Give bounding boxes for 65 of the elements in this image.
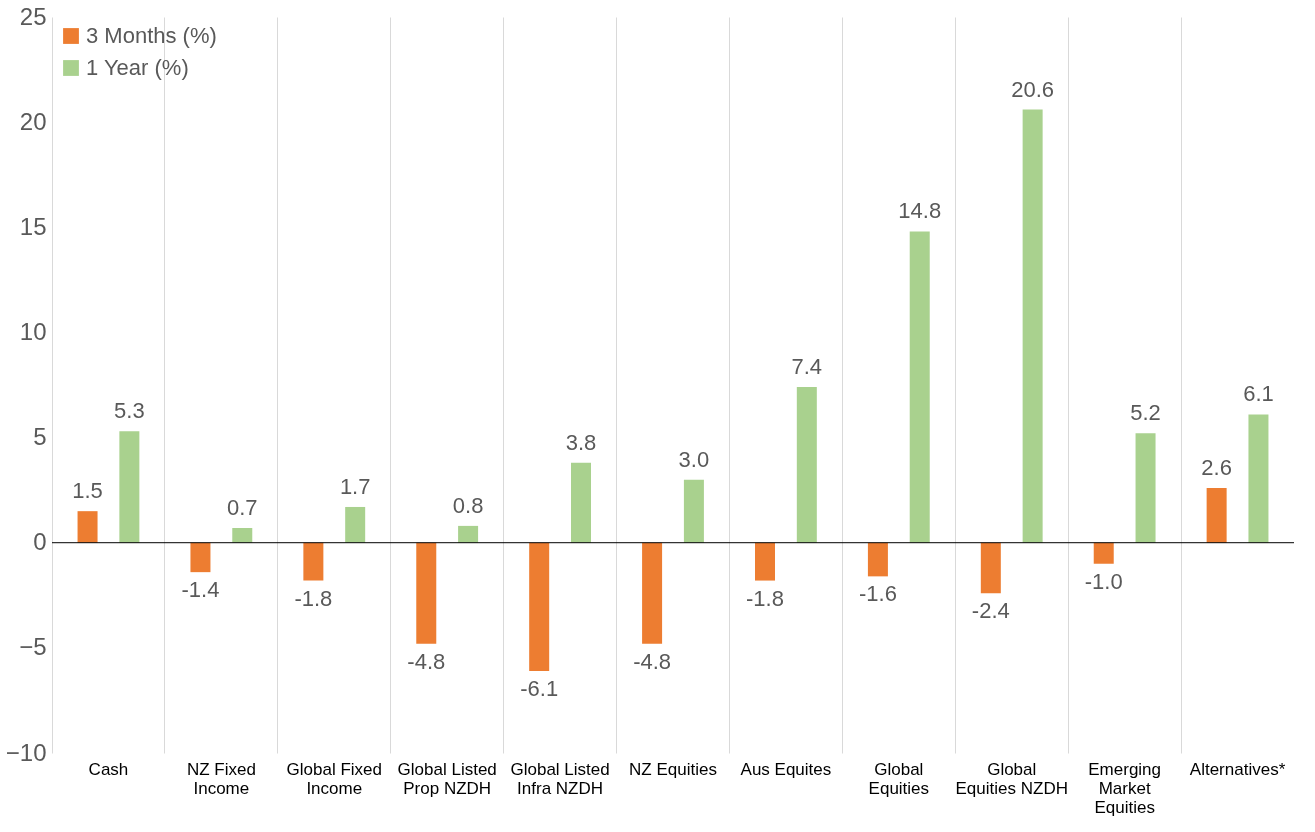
- bar: [345, 506, 366, 543]
- bar: [867, 542, 888, 577]
- data-label: 5.3: [114, 398, 145, 424]
- bar: [1022, 109, 1043, 543]
- data-label: -1.0: [1084, 568, 1123, 594]
- data-label: 7.4: [791, 354, 823, 380]
- bar: [458, 525, 479, 543]
- bar: [642, 542, 663, 644]
- y-tick-label: 25: [19, 2, 47, 30]
- data-label: 20.6: [1011, 76, 1055, 102]
- data-label: 3.0: [678, 446, 710, 472]
- data-label: -4.8: [633, 648, 672, 674]
- y-tick-label: −10: [5, 738, 47, 766]
- data-label: 0.7: [226, 494, 258, 520]
- x-tick-label: Global Fixed Income: [286, 759, 382, 798]
- bar: [571, 462, 591, 543]
- bar: [909, 231, 930, 543]
- bar: [755, 542, 775, 581]
- data-label: 2.6: [1201, 455, 1232, 481]
- data-label: 3.8: [565, 429, 597, 455]
- x-tick-label: NZ Equities: [629, 759, 717, 779]
- bar: [190, 542, 211, 573]
- bar: [232, 527, 253, 543]
- bar: [1206, 488, 1227, 543]
- data-label: 6.1: [1243, 381, 1274, 407]
- y-tick-label: 10: [19, 317, 47, 345]
- data-label: 5.2: [1130, 400, 1161, 426]
- data-label: -1.8: [294, 585, 333, 611]
- x-tick-label: Emerging Market Equities: [1088, 759, 1162, 817]
- data-label: 0.8: [452, 492, 484, 518]
- x-tick-label: Cash: [88, 759, 129, 779]
- data-label: -1.6: [858, 581, 897, 607]
- bar: [1093, 542, 1114, 564]
- x-tick-label: Global Listed Prop NZDH: [397, 759, 497, 798]
- bar: [1248, 414, 1269, 543]
- legend-label: 3 Months (%): [86, 23, 217, 48]
- data-label: -1.8: [746, 585, 784, 611]
- data-label: -2.4: [971, 598, 1010, 624]
- x-tick-label: Global Equities: [868, 759, 930, 798]
- x-tick-label: Alternatives*: [1189, 759, 1286, 779]
- bar: [980, 542, 1001, 594]
- bar: [119, 431, 140, 543]
- x-tick-label: Aus Equites: [740, 759, 832, 779]
- y-tick-label: 0: [33, 528, 47, 556]
- y-tick-label: 5: [33, 423, 47, 451]
- x-tick-label: Global Equities NZDH: [955, 759, 1068, 798]
- bar: [77, 511, 98, 543]
- data-label: -6.1: [520, 675, 559, 701]
- bar: [796, 387, 817, 543]
- bar: [529, 542, 550, 671]
- x-tick-label: NZ Fixed Income: [186, 759, 256, 798]
- data-label: 1.7: [339, 473, 371, 499]
- bar: [683, 479, 704, 543]
- bar: [303, 542, 324, 581]
- y-tick-label: 20: [19, 107, 47, 135]
- data-label: -1.4: [181, 577, 220, 603]
- x-tick-label: Global Listed Infra NZDH: [510, 759, 610, 798]
- data-label: 1.5: [72, 478, 103, 504]
- data-label: -4.8: [407, 648, 446, 674]
- y-tick-label: 15: [19, 212, 47, 240]
- bar: [416, 542, 437, 644]
- y-tick-label: −5: [19, 633, 47, 661]
- bar: [1135, 433, 1156, 543]
- data-label: 14.8: [898, 198, 942, 224]
- legend-label: 1 Year (%): [86, 55, 189, 80]
